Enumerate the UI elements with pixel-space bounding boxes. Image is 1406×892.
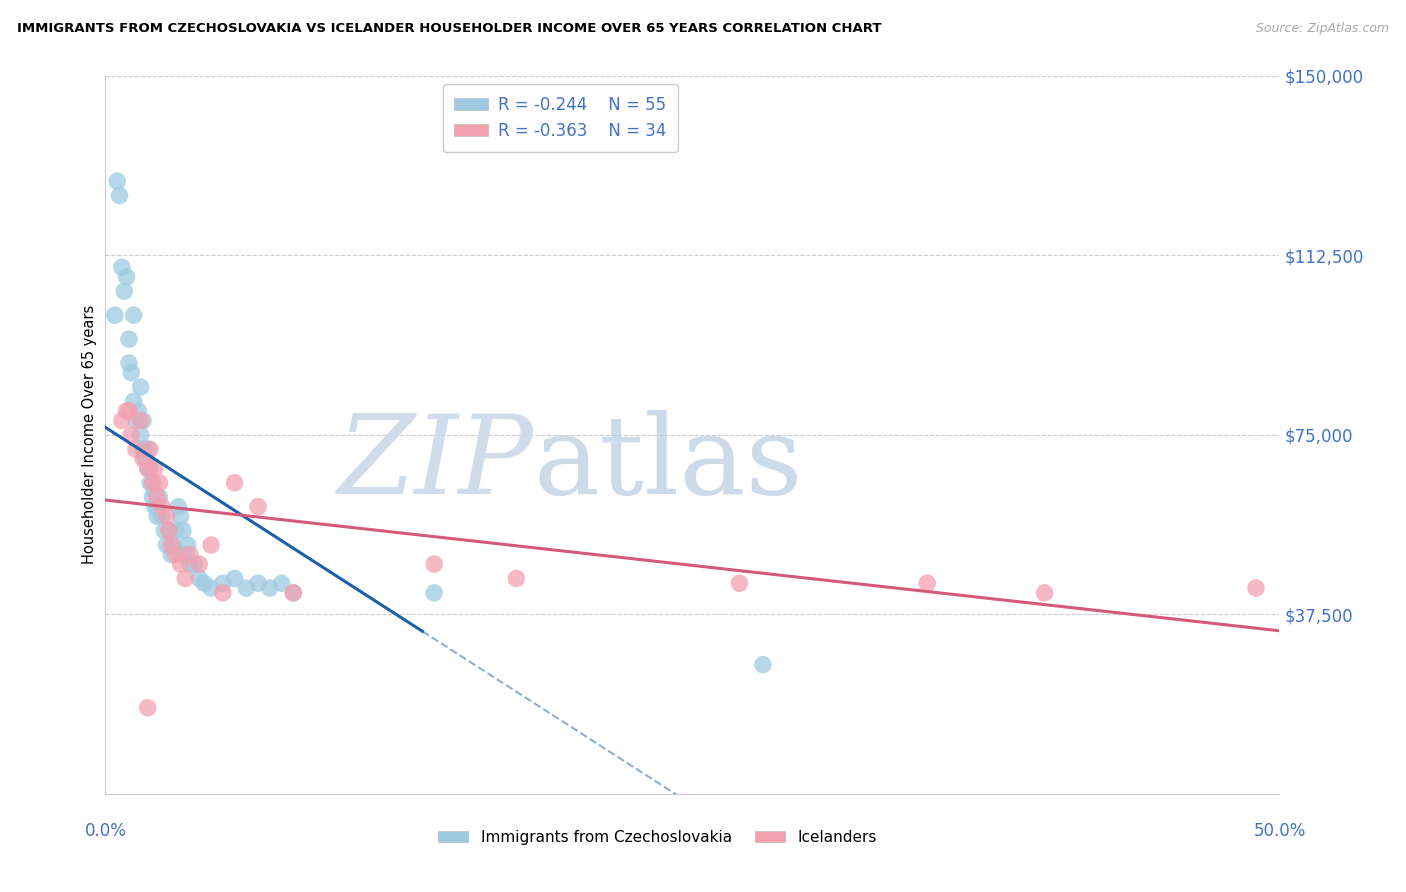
Point: [141, 475, 163, 490]
Point: [179, 548, 201, 562]
Point: [115, 269, 138, 284]
Point: [139, 475, 162, 490]
Text: IMMIGRANTS FROM CZECHOSLOVAKIA VS ICELANDER HOUSEHOLDER INCOME OVER 65 YEARS COR: IMMIGRANTS FROM CZECHOSLOVAKIA VS ICELAN…: [17, 22, 882, 36]
Text: atlas: atlas: [534, 410, 804, 517]
Text: 0.0%: 0.0%: [84, 822, 127, 839]
Point: [728, 576, 751, 591]
Point: [917, 576, 939, 591]
Point: [165, 524, 187, 538]
Legend: Immigrants from Czechoslovakia, Icelanders: Immigrants from Czechoslovakia, Icelande…: [432, 823, 883, 851]
Point: [125, 413, 148, 427]
Point: [143, 461, 166, 475]
Point: [160, 538, 183, 552]
Point: [211, 576, 233, 591]
Point: [146, 509, 169, 524]
Point: [148, 475, 170, 490]
Point: [129, 413, 152, 427]
Point: [125, 442, 148, 457]
Point: [157, 524, 180, 538]
Point: [176, 538, 198, 552]
Point: [153, 524, 176, 538]
Point: [235, 581, 257, 595]
Point: [141, 475, 163, 490]
Point: [122, 394, 145, 409]
Point: [247, 500, 270, 514]
Point: [165, 548, 187, 562]
Point: [169, 509, 191, 524]
Point: [136, 700, 159, 714]
Point: [188, 557, 211, 571]
Point: [505, 571, 527, 585]
Point: [183, 557, 205, 571]
Point: [155, 509, 177, 524]
Point: [127, 404, 149, 418]
Point: [162, 538, 184, 552]
Point: [167, 500, 190, 514]
Point: [118, 356, 141, 370]
Point: [105, 174, 128, 188]
Text: ZIP: ZIP: [337, 409, 534, 517]
Point: [752, 657, 775, 672]
Point: [423, 557, 446, 571]
Point: [129, 427, 152, 442]
Point: [132, 451, 155, 466]
Point: [193, 576, 215, 591]
Point: [139, 461, 162, 475]
Point: [423, 586, 446, 600]
Point: [172, 524, 194, 538]
Point: [148, 490, 170, 504]
Point: [1033, 586, 1056, 600]
Point: [157, 524, 180, 538]
Point: [143, 500, 166, 514]
Point: [118, 332, 141, 346]
Point: [132, 442, 155, 457]
Point: [139, 442, 162, 457]
Point: [155, 538, 177, 552]
Point: [160, 548, 183, 562]
Point: [141, 490, 163, 504]
Point: [224, 571, 246, 585]
Point: [120, 366, 142, 380]
Point: [122, 308, 145, 322]
Point: [200, 538, 222, 552]
Point: [132, 413, 155, 427]
Y-axis label: Householder Income Over 65 years: Householder Income Over 65 years: [82, 305, 97, 565]
Text: Source: ZipAtlas.com: Source: ZipAtlas.com: [1256, 22, 1389, 36]
Point: [115, 404, 138, 418]
Point: [136, 442, 159, 457]
Point: [174, 571, 197, 585]
Point: [136, 461, 159, 475]
Point: [247, 576, 270, 591]
Point: [150, 509, 173, 524]
Point: [224, 475, 246, 490]
Point: [120, 427, 142, 442]
Point: [188, 571, 211, 585]
Point: [108, 188, 131, 202]
Point: [129, 380, 152, 394]
Point: [179, 557, 201, 571]
Point: [1244, 581, 1267, 595]
Point: [143, 485, 166, 500]
Point: [112, 285, 135, 299]
Point: [150, 500, 173, 514]
Point: [104, 308, 127, 322]
Point: [211, 586, 233, 600]
Point: [118, 404, 141, 418]
Point: [111, 260, 134, 275]
Point: [146, 490, 169, 504]
Point: [200, 581, 222, 595]
Text: 50.0%: 50.0%: [1253, 822, 1306, 839]
Point: [283, 586, 305, 600]
Point: [169, 557, 191, 571]
Point: [134, 451, 156, 466]
Point: [174, 548, 197, 562]
Point: [283, 586, 305, 600]
Point: [111, 413, 134, 427]
Point: [270, 576, 292, 591]
Point: [136, 461, 159, 475]
Point: [146, 500, 169, 514]
Point: [259, 581, 281, 595]
